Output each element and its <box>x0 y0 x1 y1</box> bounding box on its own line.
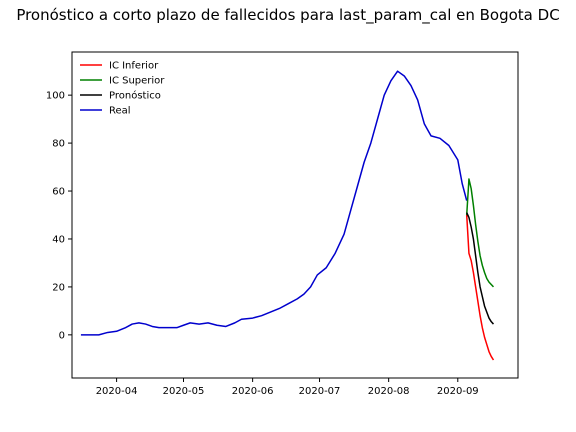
series-line-ic-superior <box>465 178 495 288</box>
chart-title: Pronóstico a corto plazo de fallecidos p… <box>16 6 560 24</box>
y-tick-label: 20 <box>52 282 65 293</box>
legend-label: IC Inferior <box>109 61 159 72</box>
x-tick-label: 2020-08 <box>368 386 410 397</box>
series-line-ic-inferior <box>465 214 495 361</box>
x-tick-label: 2020-05 <box>163 386 205 397</box>
x-tick-label: 2020-04 <box>96 386 138 397</box>
y-tick-label: 40 <box>52 234 65 245</box>
x-tick-label: 2020-06 <box>232 386 274 397</box>
plot-frame <box>71 51 519 379</box>
series-line-real <box>80 70 468 336</box>
legend-label: Real <box>109 106 131 117</box>
x-tick-label: 2020-09 <box>437 386 479 397</box>
legend-label: IC Superior <box>109 76 165 87</box>
y-tick-label: 80 <box>52 139 65 150</box>
y-tick-label: 0 <box>59 330 65 341</box>
y-tick-label: 60 <box>52 187 65 198</box>
series-line-pron-stico <box>466 212 495 325</box>
y-tick-label: 100 <box>46 91 65 102</box>
legend-label: Pronóstico <box>109 90 161 102</box>
x-tick-label: 2020-07 <box>299 386 341 397</box>
